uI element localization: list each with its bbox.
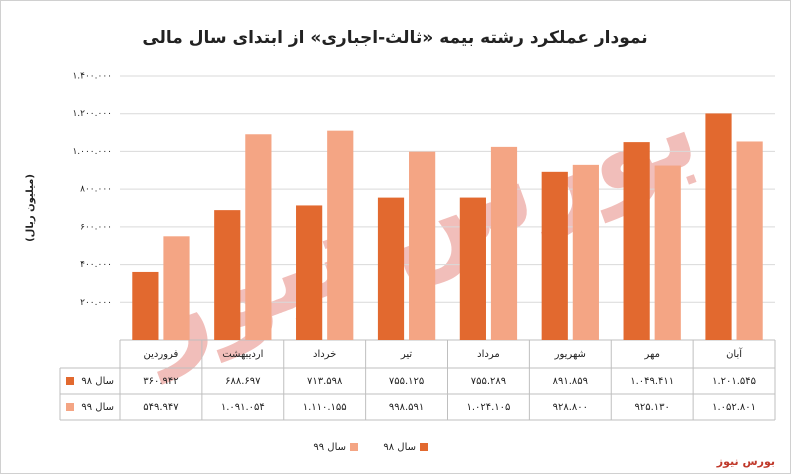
- table-value: ۱.۰۲۴.۱۰۵: [466, 402, 510, 413]
- bar: [736, 141, 763, 340]
- table-value: ۶۸۸.۶۹۷: [225, 376, 261, 387]
- table-value: ۹۲۸.۸۰۰: [553, 402, 588, 413]
- y-tick-label: ۲۰۰.۰۰۰: [80, 298, 112, 308]
- bar: [245, 134, 272, 340]
- y-tick-label: ۶۰۰.۰۰۰: [80, 222, 112, 232]
- table-value: ۱.۱۱۰.۱۵۵: [303, 402, 347, 413]
- y-axis-label: (میلیون ریال): [25, 174, 36, 242]
- bar: [490, 146, 518, 340]
- table-value: ۹۹۸.۵۹۱: [389, 402, 424, 413]
- table-value: ۷۵۵.۱۲۵: [389, 376, 424, 387]
- legend-swatch: [350, 443, 358, 451]
- table-value: ۱.۰۹۱.۰۵۴: [221, 402, 265, 413]
- table-value: ۳۶۰.۹۴۲: [143, 376, 178, 387]
- bar: [327, 130, 354, 340]
- x-tick-label: اردیبهشت: [222, 349, 263, 360]
- chart-title: نمودار عملکرد رشته بیمه «ثالث-اجباری» از…: [142, 28, 647, 48]
- table-value: ۷۵۵.۲۸۹: [471, 376, 506, 387]
- table-value: ۵۴۹.۹۴۷: [143, 402, 179, 413]
- y-tick-label: ۴۰۰.۰۰۰: [80, 260, 112, 270]
- bar: [654, 165, 681, 340]
- bar: [132, 271, 159, 340]
- x-tick-label: تیر: [400, 349, 413, 360]
- bar: [623, 142, 650, 340]
- x-tick-label: مهر: [643, 349, 659, 360]
- y-tick-label: ۱.۰۰۰.۰۰۰: [72, 147, 112, 157]
- y-tick-label: ۱.۲۰۰.۰۰۰: [72, 109, 112, 119]
- bar: [296, 205, 323, 340]
- bar: [377, 197, 405, 340]
- x-tick-label: شهریور: [554, 349, 586, 360]
- x-tick-label: آبان: [726, 347, 743, 360]
- x-tick-label: مرداد: [477, 349, 500, 360]
- legend-label: سال ۹۸: [383, 442, 416, 453]
- x-tick-label: فروردین: [144, 349, 179, 360]
- bar: [459, 197, 486, 340]
- bar: [409, 151, 436, 340]
- bar: [163, 236, 190, 340]
- legend-swatch: [66, 377, 74, 385]
- bar: [541, 171, 568, 340]
- row-header: سال ۹۹: [81, 402, 114, 413]
- bar: [705, 113, 732, 340]
- table-value: ۸۹۱.۸۵۹: [553, 376, 588, 387]
- table-value: ۱.۲۰۱.۵۴۵: [712, 376, 756, 387]
- table-value: ۱.۰۵۲.۸۰۱: [712, 402, 756, 413]
- table-value: ۷۱۳.۵۹۸: [307, 376, 343, 387]
- y-tick-label: ۱.۴۰۰.۰۰۰: [72, 72, 112, 82]
- legend-label: سال ۹۹: [313, 442, 346, 453]
- table-value: ۱.۰۴۹.۴۱۱: [630, 376, 674, 387]
- source: بورس نیوز: [716, 455, 775, 468]
- bar: [214, 210, 241, 340]
- y-tick-label: ۸۰۰.۰۰۰: [80, 185, 112, 195]
- legend-swatch: [66, 403, 74, 411]
- bar: [572, 164, 599, 340]
- x-tick-label: خرداد: [313, 349, 336, 360]
- table-value: ۹۲۵.۱۳۰: [634, 402, 669, 413]
- row-header: سال ۹۸: [81, 376, 114, 387]
- legend-swatch: [420, 443, 428, 451]
